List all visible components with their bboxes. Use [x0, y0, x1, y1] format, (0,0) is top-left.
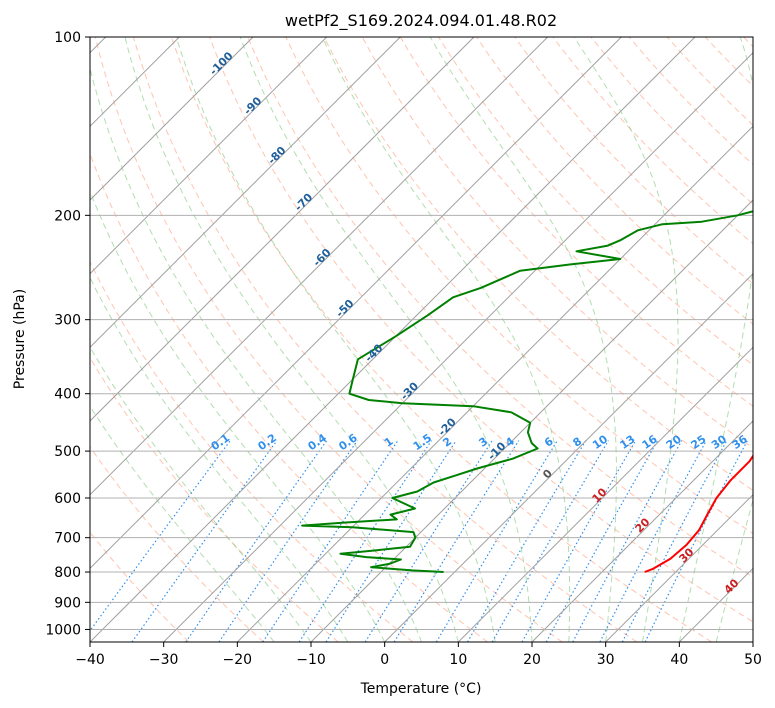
isotherm-line	[163, 51, 753, 642]
y-axis-label: Pressure (hPa)	[12, 289, 28, 389]
mixing-ratio-line	[185, 440, 328, 642]
isotherm-line	[531, 420, 753, 642]
isotherm-line	[236, 125, 753, 642]
chart-title: wetPf2_S169.2024.094.01.48.R02	[285, 11, 557, 31]
isotherm-line	[310, 199, 753, 642]
x-tick-label: −30	[149, 652, 179, 668]
isotherm-line	[457, 346, 753, 642]
x-tick-label: −40	[75, 652, 105, 668]
dry-adiabat	[132, 37, 638, 642]
y-tick-label: 400	[54, 387, 81, 403]
mixing-ratio-line	[393, 440, 520, 642]
dry-adiabat	[209, 37, 753, 623]
background-lines	[90, 37, 753, 642]
isotherm-line	[90, 37, 254, 201]
x-tick-label: 10	[449, 652, 467, 668]
y-tick-label: 200	[54, 208, 81, 224]
isotherm-line	[384, 272, 753, 642]
x-tick-label: −20	[223, 652, 253, 668]
x-tick-label: 50	[744, 652, 762, 668]
x-axis-label: Temperature (°C)	[360, 681, 482, 697]
temperature-profile	[644, 454, 753, 573]
y-tick-label: 1000	[45, 622, 81, 638]
moist-adiabat	[90, 189, 386, 642]
y-axis: 100 200 300 400 500 600 700 800 900 1000	[45, 30, 90, 638]
y-tick-label: 300	[54, 313, 81, 329]
moist-adiabat	[678, 37, 753, 642]
isotherm-line	[90, 37, 549, 496]
moist-adiabat	[124, 37, 459, 642]
mixing-ratio-line	[466, 440, 587, 642]
moist-adiabat	[90, 405, 275, 642]
moist-adiabat	[175, 37, 496, 642]
dry-adiabat	[323, 37, 753, 491]
isotherm-line	[90, 37, 622, 570]
isotherm-line	[90, 37, 401, 349]
mixing-ratio-line	[218, 440, 358, 642]
mixing-ratio-line	[90, 440, 231, 632]
x-tick-label: 0	[380, 652, 389, 668]
isotherm-line	[90, 37, 696, 642]
dry-adiabat	[399, 37, 753, 407]
mixing-ratio-line	[621, 440, 728, 642]
x-tick-label: 20	[523, 652, 541, 668]
moist-adiabat	[90, 276, 349, 642]
isotherm-line	[752, 641, 753, 642]
plot-background	[90, 37, 753, 642]
mixing-ratio-line	[644, 440, 748, 642]
y-tick-label: 100	[54, 30, 81, 46]
data-series	[301, 210, 753, 573]
mixing-ratio-line	[262, 440, 399, 642]
y-tick-label: 800	[54, 565, 81, 581]
moist-adiabat	[239, 37, 533, 642]
dewpoint-profile	[301, 210, 753, 573]
moist-adiabat	[715, 497, 753, 642]
moist-adiabat	[90, 66, 422, 642]
x-axis: −40 −30 −20 −10 0 10 20 30 40 50	[75, 642, 762, 668]
x-tick-label: −10	[296, 652, 326, 668]
y-tick-label: 900	[54, 595, 81, 611]
isotherm-line	[605, 493, 753, 642]
mixing-ratio-line	[521, 440, 637, 642]
isotherm-line	[90, 37, 328, 275]
dry-adiabat	[247, 37, 753, 578]
moist-adiabat	[321, 37, 571, 642]
mixing-ratio-line	[131, 440, 278, 642]
mixing-ratio-line	[298, 440, 432, 642]
x-tick-label: 40	[670, 652, 688, 668]
dry-adiabat	[514, 37, 753, 285]
isotherm-line	[90, 37, 475, 422]
mixing-ratio-line	[491, 440, 609, 642]
dry-adiabat	[94, 37, 563, 642]
dry-adiabat	[90, 260, 414, 642]
moist-adiabat	[429, 37, 617, 642]
y-tick-label: 700	[54, 531, 81, 547]
x-tick-label: 30	[597, 652, 615, 668]
plot-frame	[89, 36, 754, 643]
y-tick-label: 500	[54, 444, 81, 460]
y-tick-label: 600	[54, 491, 81, 507]
dry-adiabat	[476, 37, 753, 325]
mixing-ratio-line	[435, 440, 558, 642]
mixing-ratio-line	[599, 440, 707, 642]
dry-adiabat	[90, 446, 264, 642]
moist-adiabat	[573, 37, 679, 642]
dry-adiabat	[628, 37, 753, 166]
